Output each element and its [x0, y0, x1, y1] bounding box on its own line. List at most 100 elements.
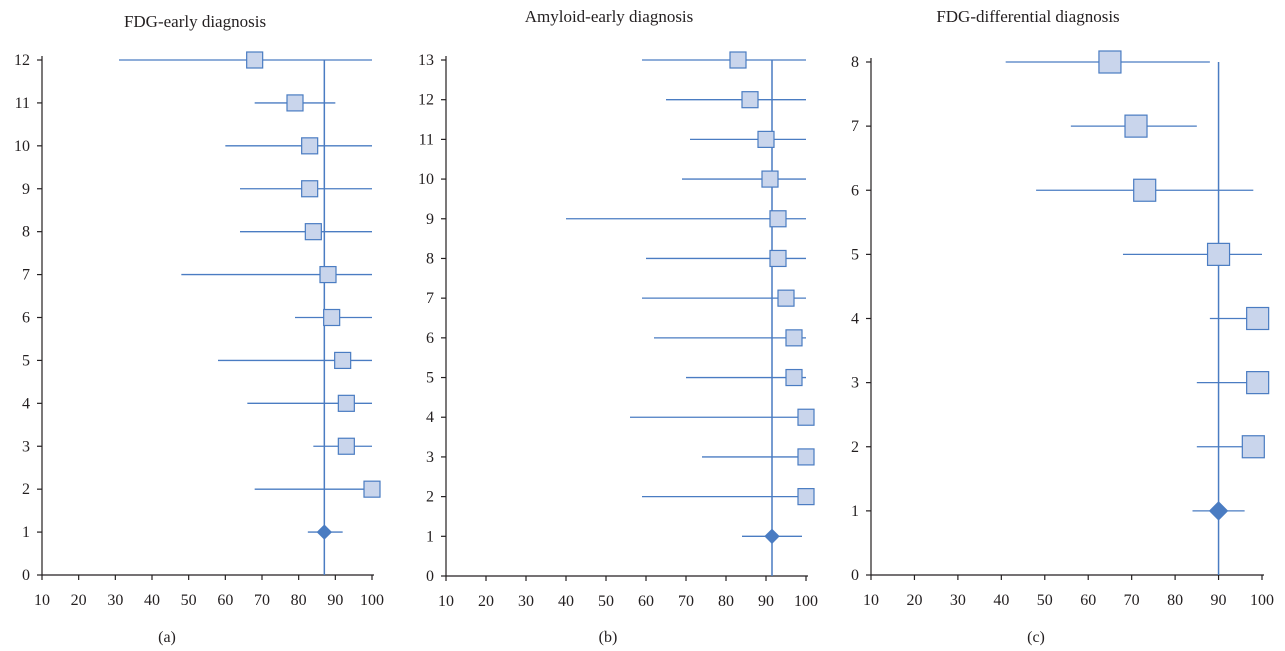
- panel-c-y-tick-label: 3: [851, 375, 859, 392]
- panel-a-x-tick-label: 40: [144, 592, 160, 609]
- panel-b-x-tick-label: 10: [438, 593, 454, 610]
- panel-a-study-marker: [363, 480, 381, 498]
- panel-b-study-marker: [769, 210, 787, 228]
- panel-c-x-tick-label: 60: [1080, 592, 1096, 609]
- panel-a-study-marker: [337, 394, 355, 412]
- panel-b-y-tick-label: 2: [426, 489, 434, 506]
- panel-a-y-tick-label: 1: [22, 524, 30, 541]
- panel-a-title: FDG-early diagnosis: [124, 12, 266, 31]
- panel-b: Amyloid-early diagnosis (b) 012345678910…: [418, 7, 818, 646]
- panel-b-x-tick-label: 30: [518, 593, 534, 610]
- panel-b-study-marker: [757, 130, 775, 148]
- panel-b-study-marker: [797, 488, 815, 506]
- panel-a-x-tick-label: 80: [291, 592, 307, 609]
- panel-b-study-marker: [785, 329, 803, 347]
- panel-a-study-marker: [323, 308, 341, 327]
- panel-c-study-marker: [1098, 50, 1122, 74]
- panel-c-study-marker: [1246, 371, 1270, 395]
- panel-c-pooled-diamond: [1208, 501, 1229, 521]
- panel-c-y-tick-label: 5: [851, 246, 859, 263]
- panel-b-y-tick-label: 12: [418, 92, 434, 109]
- panel-a-x-tick-label: 30: [107, 592, 123, 609]
- panel-a-study-marker: [301, 137, 319, 155]
- panel-a-x-tick-label: 100: [360, 592, 384, 609]
- panel-b-x-tick-label: 80: [718, 593, 734, 610]
- panel-c-x-tick-label: 90: [1211, 592, 1227, 609]
- panel-b-pooled-diamond: [764, 528, 780, 545]
- panel-b-x-tick-label: 40: [558, 593, 574, 610]
- panel-a-label: (a): [158, 629, 176, 646]
- panel-b-label: (b): [599, 629, 618, 646]
- panel-a-x-tick-label: 50: [181, 592, 197, 609]
- panel-a-study-marker: [334, 351, 352, 370]
- panel-a-x-tick-label: 70: [254, 592, 270, 609]
- panel-b-study-marker: [729, 51, 747, 69]
- panel-b-y-tick-label: 6: [426, 330, 434, 347]
- panel-c-x-tick-label: 100: [1250, 592, 1274, 609]
- panel-c-x-tick-label: 30: [950, 592, 966, 609]
- panel-c-y-tick-label: 1: [851, 503, 859, 520]
- panel-c: FDG-differential diagnosis (c) 0 1 2 3 4 5 6 7 8…: [851, 7, 1274, 646]
- panel-c-x-tick-label: 20: [906, 592, 922, 609]
- panel-a-y-tick-label: 11: [15, 95, 30, 112]
- panel-b-y-tick-label: 9: [426, 211, 434, 228]
- panel-b-y-tick-label: 5: [426, 370, 434, 387]
- panel-a-study-marker: [246, 51, 264, 69]
- panel-c-x-tick-label: 70: [1124, 592, 1140, 609]
- panel-c-study-marker: [1133, 178, 1157, 202]
- panel-b-study-marker: [785, 368, 803, 387]
- panel-a-study-marker: [319, 265, 337, 284]
- panel-b-study-marker: [761, 170, 779, 188]
- panel-b-y-tick-label: 10: [418, 171, 434, 188]
- panel-b-y-tick-label: 4: [426, 409, 434, 426]
- panel-c-study-marker: [1124, 114, 1148, 138]
- panel-c-label: (c): [1027, 629, 1045, 646]
- panel-a-y-tick-label: 3: [22, 438, 30, 455]
- panel-c-x-tick-label: 50: [1037, 592, 1053, 609]
- panel-c-x-tick-label: 40: [993, 592, 1009, 609]
- panel-a-pooled-diamond: [316, 524, 333, 540]
- panel-a-x-tick-label: 90: [327, 592, 343, 609]
- panel-b-x-tick-label: 50: [598, 593, 614, 610]
- panel-c-y-tick-label: 4: [851, 311, 859, 328]
- panel-a-y-tick-label: 2: [22, 481, 30, 498]
- panel-b-x-tick-label: 70: [678, 593, 694, 610]
- panel-c-y-tick-label: 2: [851, 439, 859, 456]
- panel-c-study-marker: [1206, 242, 1231, 266]
- panel-b-study-marker: [797, 408, 815, 426]
- panel-a-y-tick-label: 9: [22, 181, 30, 198]
- panel-a-y-tick-label: 8: [22, 224, 30, 241]
- panel-c-y-tick-label: 7: [851, 118, 859, 135]
- panel-b-y-tick-label: 13: [418, 52, 434, 69]
- panel-b-study-marker: [741, 91, 759, 109]
- panel-b-x-tick-label: 60: [638, 593, 654, 610]
- panel-a-y-tick-label: 0: [22, 567, 30, 584]
- panel-b-y-tick-label: 1: [426, 528, 434, 545]
- panel-b-study-marker: [797, 448, 815, 466]
- panel-b-study-marker: [769, 249, 787, 268]
- panel-a-y-tick-label: 10: [14, 138, 30, 155]
- panel-c-x-tick-label: 10: [863, 592, 879, 609]
- panel-a-x-tick-label: 20: [71, 592, 87, 609]
- panel-a-y-tick-label: 5: [22, 352, 30, 369]
- panel-a-x-tick-label: 60: [217, 592, 233, 609]
- panel-b-y-tick-label: 0: [426, 568, 434, 585]
- panel-a-study-marker: [337, 437, 355, 455]
- panel-a-y-tick-label: 12: [14, 52, 30, 69]
- panel-a-x-tick-label: 10: [34, 592, 50, 609]
- panel-b-study-marker: [777, 289, 795, 307]
- panel-b-y-tick-label: 3: [426, 449, 434, 466]
- panel-a-y-tick-label: 7: [22, 267, 30, 284]
- panel-c-y-tick-label: 0: [851, 567, 859, 584]
- panel-b-x-tick-label: 90: [758, 593, 774, 610]
- panel-a-y-tick-label: 4: [22, 395, 30, 412]
- panel-c-study-marker: [1241, 435, 1265, 459]
- panel-a-y-tick-label: 6: [22, 310, 30, 327]
- panel-b-y-tick-label: 7: [426, 290, 434, 307]
- panel-c-title: FDG-differential diagnosis: [936, 7, 1119, 26]
- panel-b-x-tick-label: 20: [478, 593, 494, 610]
- panel-a: FDG-early diagnosis (a) 0123456789101112…: [14, 12, 384, 646]
- panel-a-study-marker: [301, 180, 319, 198]
- panel-b-x-tick-label: 100: [794, 593, 818, 610]
